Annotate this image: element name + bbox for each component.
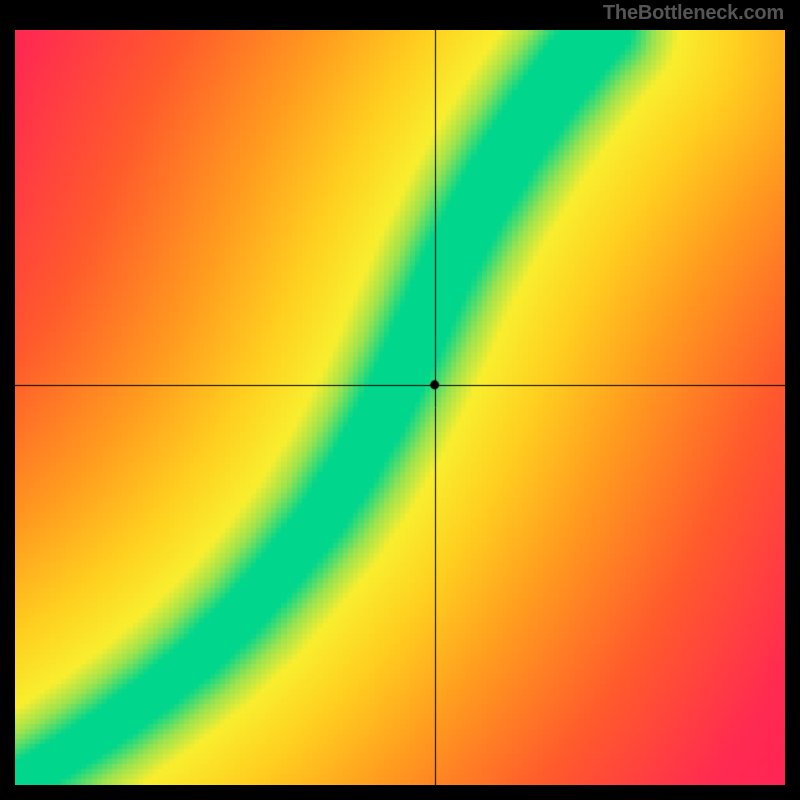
attribution-text: TheBottleneck.com xyxy=(603,2,784,25)
chart-root: TheBottleneck.com xyxy=(0,0,800,800)
heatmap-canvas xyxy=(15,30,785,785)
plot-area xyxy=(15,30,785,785)
